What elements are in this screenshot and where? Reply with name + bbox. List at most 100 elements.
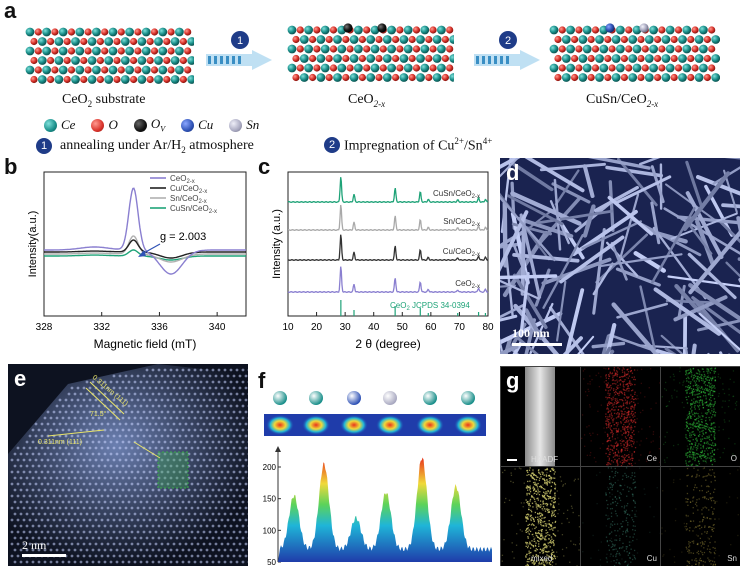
ce-atom [616, 63, 625, 73]
o-atom [604, 54, 612, 63]
eds-signal-dot [626, 440, 628, 442]
eds-signal-dot [697, 405, 699, 407]
series-label: Cu/CeO2-x [443, 247, 480, 258]
ce-atom [158, 65, 168, 75]
eds-signal-dot [703, 441, 706, 444]
lattice-fringe-dot [142, 506, 146, 510]
eds-signal-dot [691, 436, 693, 438]
lattice-fringe-dot [157, 524, 161, 528]
eds-signal-dot [544, 538, 546, 541]
lattice-fringe-dot [229, 452, 233, 456]
eds-signal-dot [637, 402, 639, 405]
eds-signal-dot [704, 420, 707, 422]
ce-atom [399, 35, 409, 44]
o-atom [134, 47, 142, 55]
eds-signal-dot [689, 541, 691, 544]
eds-signal-dot [627, 444, 629, 447]
eds-signal-dot [613, 375, 615, 377]
eds-signal-dot [690, 426, 692, 429]
eds-signal-dot [574, 478, 576, 481]
eds-signal-dot [632, 389, 634, 391]
lattice-fringe-dot [25, 500, 29, 504]
lattice-fringe-dot [181, 488, 185, 492]
eds-signal-dot [681, 401, 684, 404]
eds-signal-dot [695, 384, 697, 386]
lattice-fringe-dot [61, 488, 65, 492]
lattice-fringe-dot [61, 452, 65, 456]
eds-signal-dot [623, 368, 625, 370]
eds-signal-dot [713, 491, 715, 493]
lattice-fringe-dot [202, 374, 206, 378]
lattice-fringe-dot [244, 386, 248, 390]
eds-signal-dot [528, 533, 531, 535]
eds-signal-dot [711, 423, 713, 425]
lattice-fringe-dot [223, 512, 227, 516]
eds-signal-dot [714, 390, 716, 393]
eds-signal-dot [552, 514, 555, 516]
lattice-fringe-dot [211, 380, 215, 384]
eds-signal-dot [541, 533, 543, 535]
lattice-fringe-dot [34, 458, 38, 462]
lattice-fringe-dot [145, 428, 149, 432]
eds-signal-dot [690, 446, 692, 448]
lattice-fringe-dot [175, 476, 179, 480]
eds-signal-dot [624, 417, 626, 419]
eds-signal-dot [545, 475, 548, 477]
lattice-fringe-dot [193, 428, 197, 432]
eds-signal-dot [673, 561, 676, 563]
nanorod [655, 349, 675, 354]
eds-signal-dot [708, 560, 711, 563]
o-atom [179, 56, 187, 65]
eds-signal-dot [609, 451, 611, 453]
eds-signal-dot [696, 376, 699, 378]
eds-signal-dot [659, 436, 660, 438]
eds-signal-dot [734, 408, 737, 410]
lattice-fringe-dot [82, 554, 86, 558]
lattice-fringe-dot [178, 470, 182, 474]
eds-signal-dot [694, 424, 697, 426]
eds-signal-dot [546, 563, 548, 565]
lattice-fringe-dot [181, 428, 185, 432]
eds-signal-dot [718, 392, 720, 395]
eds-signal-dot [589, 406, 591, 408]
eds-signal-dot [606, 447, 609, 450]
eds-signal-dot [535, 531, 537, 534]
eds-signal-dot [618, 401, 620, 403]
angle-label: 71.5° [90, 410, 107, 418]
eds-signal-dot [636, 418, 638, 420]
eds-signal-dot [616, 430, 618, 432]
eds-signal-dot [546, 479, 548, 481]
o-atom [441, 54, 449, 63]
eds-signal-dot [609, 410, 612, 412]
eds-signal-dot [550, 477, 552, 479]
nanorod [667, 275, 740, 288]
lattice-fringe-dot [190, 470, 194, 474]
eds-signal-dot [625, 511, 627, 513]
eds-signal-dot [714, 549, 717, 552]
eds-signal-dot [711, 511, 714, 513]
eds-signal-dot [632, 554, 634, 556]
lattice-fringe-dot [160, 470, 164, 474]
lattice-fringe-dot [97, 536, 101, 540]
lattice-fringe-dot [73, 512, 77, 516]
eds-signal-dot [533, 473, 535, 476]
eds-signal-dot [610, 425, 613, 427]
eds-signal-dot [617, 463, 619, 465]
eds-signal-dot [611, 445, 613, 447]
ce-atom [104, 75, 114, 84]
eds-signal-dot [607, 488, 610, 490]
lattice-fringe-dot [22, 458, 26, 462]
eds-signal-dot [672, 481, 675, 484]
eds-signal-dot [686, 485, 688, 487]
eds-signal-dot [626, 388, 629, 390]
lattice-fringe-dot [34, 542, 38, 546]
o-atom [184, 66, 192, 74]
eds-signal-dot [589, 375, 591, 377]
lattice-fringe-dot [112, 482, 116, 486]
eds-signal-dot [626, 445, 628, 447]
eds-signal-dot [615, 534, 617, 537]
eds-signal-dot [615, 400, 617, 403]
lattice-fringe-dot [244, 470, 248, 474]
eds-signal-dot [709, 391, 711, 393]
lattice-fringe-dot [175, 512, 179, 516]
